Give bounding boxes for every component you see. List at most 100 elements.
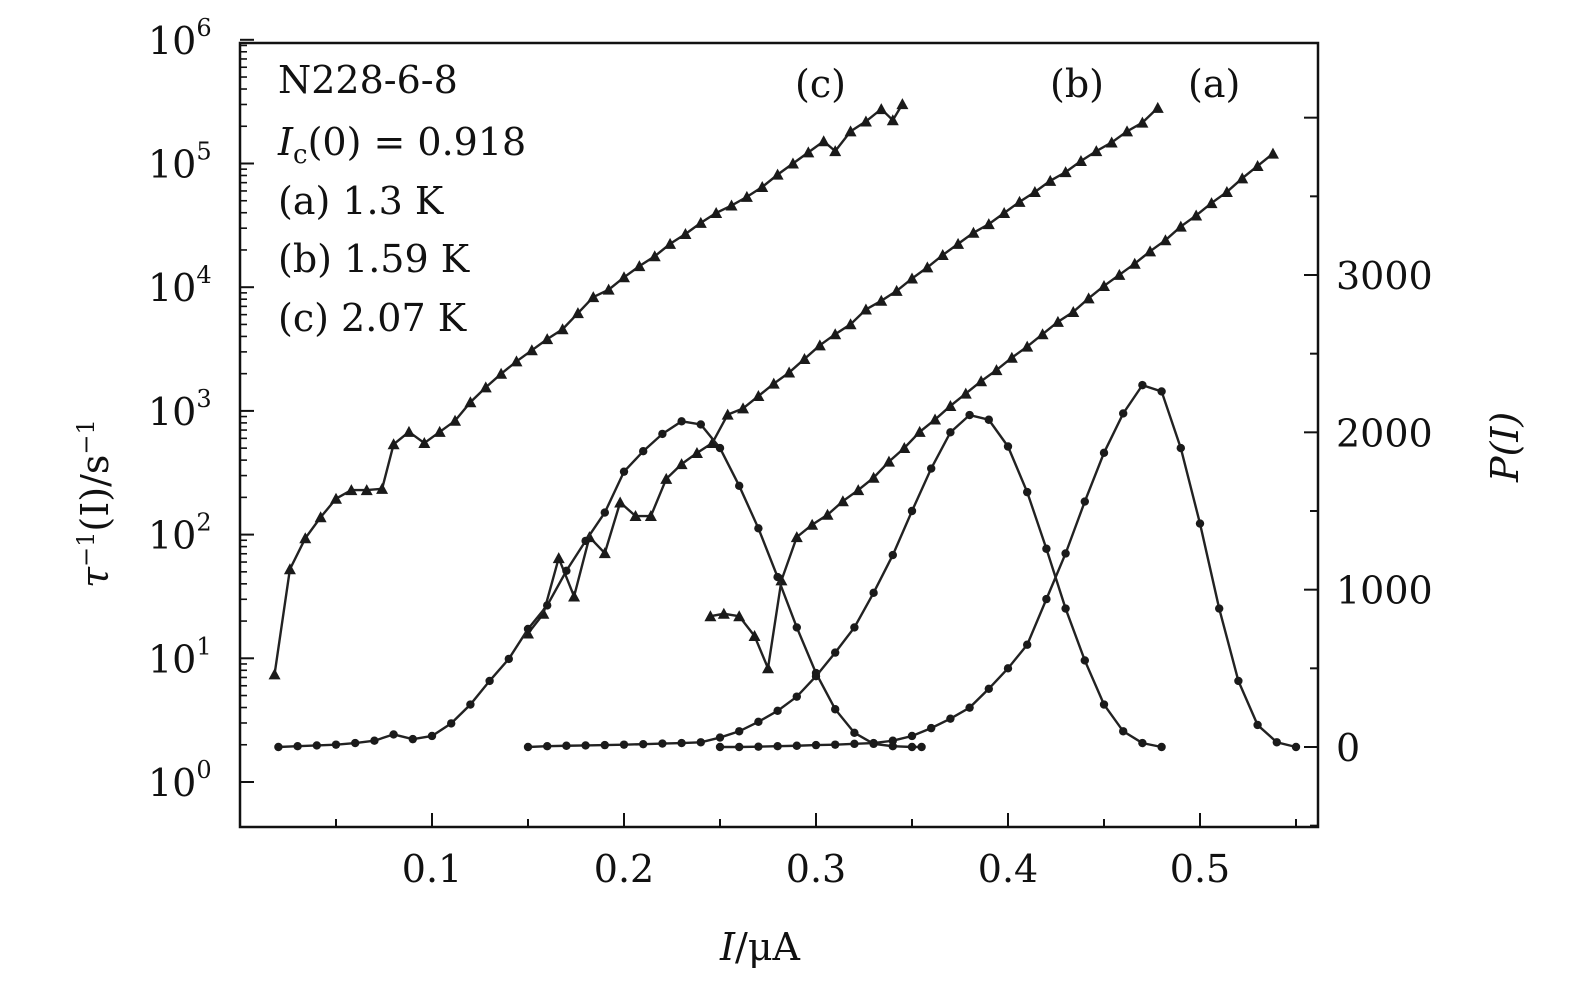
escape-rate-point xyxy=(882,455,895,467)
distribution-point xyxy=(965,703,974,712)
y-left-sup1: −1 xyxy=(72,532,100,567)
escape-rate-point xyxy=(859,303,872,315)
escape-rate-point xyxy=(690,446,703,458)
y-right-tick-label: 1000 xyxy=(1336,569,1433,613)
escape-rate-point xyxy=(694,216,707,228)
distribution-point xyxy=(1119,727,1128,736)
escape-rate-point xyxy=(733,610,746,622)
distribution-point xyxy=(1272,738,1282,747)
y-left-tick-label: 105 xyxy=(148,138,212,187)
escape-rate-point xyxy=(675,458,688,470)
distribution-point xyxy=(658,739,667,748)
escape-rate-point xyxy=(1121,125,1134,137)
escape-rate-point xyxy=(1036,328,1049,340)
distribution-point xyxy=(1119,409,1128,418)
y-left-axis-title: τ−1(I)/s−1 xyxy=(72,419,117,588)
escape-rate-point xyxy=(710,206,723,218)
escape-rate-point xyxy=(648,250,661,262)
escape-rate-point xyxy=(921,261,934,273)
distribution-point xyxy=(619,740,629,749)
x-tick-label: 0.5 xyxy=(1170,847,1230,891)
distribution-point xyxy=(1080,656,1090,665)
distribution-point xyxy=(1042,594,1051,604)
escape-rate-line xyxy=(710,152,1274,673)
distribution-point xyxy=(274,742,283,752)
distribution-point xyxy=(869,588,878,598)
escape-rate-point xyxy=(568,590,581,602)
escape-rate-point xyxy=(967,226,980,238)
distribution-point xyxy=(984,415,993,424)
escape-rate-point xyxy=(1205,197,1218,209)
escape-rate-point xyxy=(1220,185,1233,197)
escape-rate-point xyxy=(1159,234,1172,246)
distribution-point xyxy=(1138,738,1147,748)
y-right-tick-labels: 0 1000 2000 3000 xyxy=(1336,254,1433,770)
distribution-point xyxy=(600,740,609,750)
escape-rate-point xyxy=(829,328,842,340)
escape-rate-point xyxy=(525,344,538,356)
distribution-point xyxy=(773,706,782,716)
escape-rate-point xyxy=(464,396,477,408)
x-tick-label: 0.1 xyxy=(402,847,462,891)
ic-annotation: Ic(0) = 0.918 xyxy=(277,120,526,170)
ic-subscript: c xyxy=(293,140,308,170)
escape-rate-point xyxy=(283,563,296,575)
distribution-point xyxy=(1291,742,1301,752)
escape-rate-point xyxy=(898,442,911,454)
escape-rate-point xyxy=(541,333,554,345)
sample-label: N228-6-8 xyxy=(278,58,458,102)
escape-rate-point xyxy=(737,402,750,414)
escape-rate-point xyxy=(1151,101,1164,113)
escape-rate-point xyxy=(552,552,565,564)
x-tick-label: 0.4 xyxy=(978,847,1038,891)
distribution-point xyxy=(831,705,840,714)
x-axis-unit: /μA xyxy=(735,925,800,969)
distribution-point xyxy=(831,740,840,749)
escape-rate-point xyxy=(537,607,550,619)
escape-rate-point xyxy=(1174,220,1187,232)
y-left-sup2: −1 xyxy=(72,419,100,454)
escape-rate-point xyxy=(598,547,611,559)
y-right-tick-label: 0 xyxy=(1336,726,1360,770)
escape-rate-point xyxy=(418,437,431,449)
escape-rate-point xyxy=(786,157,799,169)
escape-rate-point xyxy=(806,518,819,530)
y-left-tau: τ xyxy=(73,566,117,588)
escape-rate-point xyxy=(1028,185,1041,197)
distribution-point xyxy=(1195,519,1205,528)
ic-symbol: I xyxy=(277,120,294,164)
escape-rate-point xyxy=(1128,257,1141,269)
escape-rate-point xyxy=(890,284,903,296)
distribution-point xyxy=(715,742,725,752)
distribution-point xyxy=(907,506,917,516)
escape-rate-point xyxy=(387,438,400,450)
distribution-point xyxy=(658,429,667,439)
escape-rate-point xyxy=(896,98,909,110)
escape-rate-point xyxy=(1236,172,1249,184)
x-axis-var: I xyxy=(719,925,736,969)
escape-rate-point xyxy=(798,352,811,364)
escape-rate-point xyxy=(679,228,692,240)
escape-rate-point xyxy=(629,510,642,522)
escape-rate-point xyxy=(330,492,342,504)
distribution-point xyxy=(831,648,840,657)
distribution-point xyxy=(1157,387,1166,396)
distribution-point xyxy=(850,739,859,749)
y-left-tick-label: 104 xyxy=(148,261,212,310)
y-left-rest: (I)/s xyxy=(73,455,117,532)
escape-rate-point xyxy=(836,495,849,507)
escape-rate-point xyxy=(771,168,784,180)
escape-rate-point xyxy=(740,190,753,202)
escape-rate-point xyxy=(614,496,627,508)
y-left-tick-labels: 100 101 102 103 104 105 106 xyxy=(148,14,212,805)
plot-frame xyxy=(238,41,1320,829)
escape-rate-point xyxy=(748,630,761,642)
escape-rate-point xyxy=(721,408,734,420)
escape-rate-point xyxy=(913,425,926,437)
escape-rate-point xyxy=(767,377,780,389)
escape-rate-point xyxy=(360,484,373,496)
distribution-point xyxy=(677,417,686,426)
distribution-point xyxy=(1138,380,1147,390)
distribution-point xyxy=(1061,604,1070,613)
escape-rate-point xyxy=(875,103,888,115)
